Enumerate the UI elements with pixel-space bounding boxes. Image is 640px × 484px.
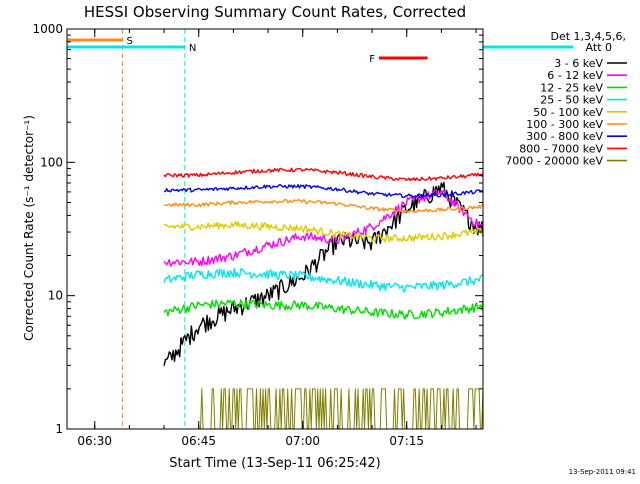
legend-label: 12 - 25 keV xyxy=(540,81,603,94)
plot-frame xyxy=(66,28,484,430)
legend-label: 3 - 6 keV xyxy=(554,57,603,70)
legend-label: 7000 - 20000 keV xyxy=(505,155,603,168)
x-tick-label: 06:30 xyxy=(77,434,112,448)
series-line-3-6-kev xyxy=(163,181,484,366)
series-line-300-800-kev xyxy=(164,183,484,199)
legend-label: 800 - 7000 keV xyxy=(519,142,603,155)
legend-label: 50 - 100 keV xyxy=(533,106,603,119)
y-tick-label: 1 xyxy=(55,422,63,436)
legend-header-attenuator: Att 0 xyxy=(586,41,612,54)
y-tick-label: 10 xyxy=(48,289,63,303)
night-label: N xyxy=(189,43,196,54)
data-layer: N S F xyxy=(67,29,574,430)
legend-label: 25 - 50 keV xyxy=(540,94,603,107)
series-line-800-7000-kev xyxy=(163,167,484,182)
chart-title: HESSI Observing Summary Count Rates, Cor… xyxy=(84,3,466,21)
series-line-6-12-kev xyxy=(163,189,484,267)
flare-label: F xyxy=(369,54,375,65)
legend-label: 6 - 12 keV xyxy=(547,69,603,82)
axes-layer: 1 10 100 1000 06:30 06:45 07:00 07:15 xyxy=(32,22,483,448)
x-tick-label: 07:15 xyxy=(389,434,424,448)
saa-label: S xyxy=(126,36,132,47)
y-tick-label: 100 xyxy=(40,155,63,169)
series-line-12-25-kev xyxy=(163,299,484,320)
timestamp-text: 13-Sep-2011 09:41 xyxy=(569,468,636,476)
y-axis-label: Corrected Count Rate (s⁻¹ detector⁻¹) xyxy=(22,115,36,341)
x-axis-label: Start Time (13-Sep-11 06:25:42) xyxy=(169,456,380,471)
legend-label: 300 - 800 keV xyxy=(526,130,603,143)
x-tick-label: 07:00 xyxy=(285,434,320,448)
y-tick-label: 1000 xyxy=(32,22,63,36)
series-line-7000-20000-kev xyxy=(164,388,484,430)
legend-label: 100 - 300 keV xyxy=(526,118,603,131)
series-line-25-50-kev xyxy=(163,267,484,293)
legend-header-detectors: Det 1,3,4,5,6, xyxy=(550,30,626,43)
series-line-100-300-kev xyxy=(163,198,484,214)
series-line-50-100-kev xyxy=(163,220,484,243)
x-tick-label: 06:45 xyxy=(181,434,216,448)
